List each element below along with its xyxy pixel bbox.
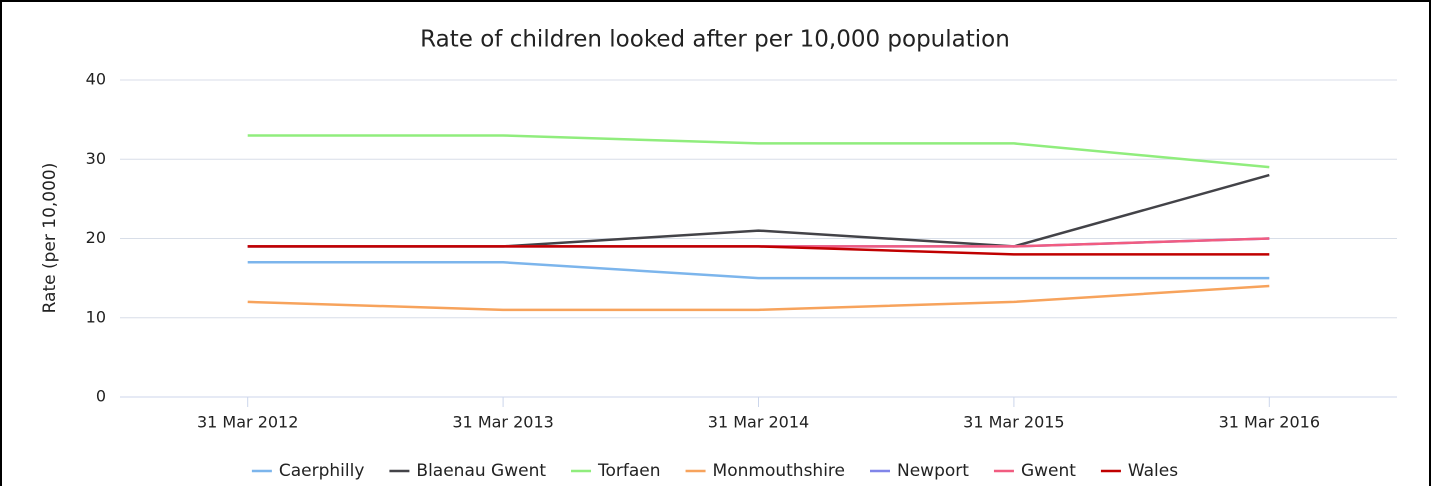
legend-label: Wales	[1128, 461, 1178, 481]
x-tick-label: 31 Mar 2014	[708, 413, 809, 432]
series-line	[247, 261, 1270, 280]
y-tick-label: 30	[86, 149, 106, 168]
legend-label: Torfaen	[597, 461, 661, 481]
x-tick-label: 31 Mar 2013	[452, 413, 553, 432]
series-line	[247, 284, 1270, 312]
legend-label: Monmouthshire	[713, 461, 845, 481]
series-line	[247, 173, 1270, 248]
y-tick-label: 40	[86, 70, 106, 89]
x-tick-label: 31 Mar 2016	[1219, 413, 1320, 432]
x-tick-label: 31 Mar 2015	[963, 413, 1064, 432]
legend-label: Blaenau Gwent	[416, 461, 546, 481]
y-tick-label: 0	[96, 387, 106, 406]
series-line	[247, 245, 1270, 256]
x-tick-label: 31 Mar 2012	[197, 413, 298, 432]
series-line	[247, 134, 1270, 169]
y-axis-title: Rate (per 10,000)	[40, 163, 60, 314]
legend-label: Gwent	[1021, 461, 1076, 481]
legend-label: Caerphilly	[279, 461, 365, 481]
y-tick-label: 20	[86, 228, 106, 247]
chart-title: Rate of children looked after per 10,000…	[420, 27, 1010, 53]
legend-label: Newport	[897, 461, 969, 481]
y-tick-label: 10	[86, 307, 106, 326]
